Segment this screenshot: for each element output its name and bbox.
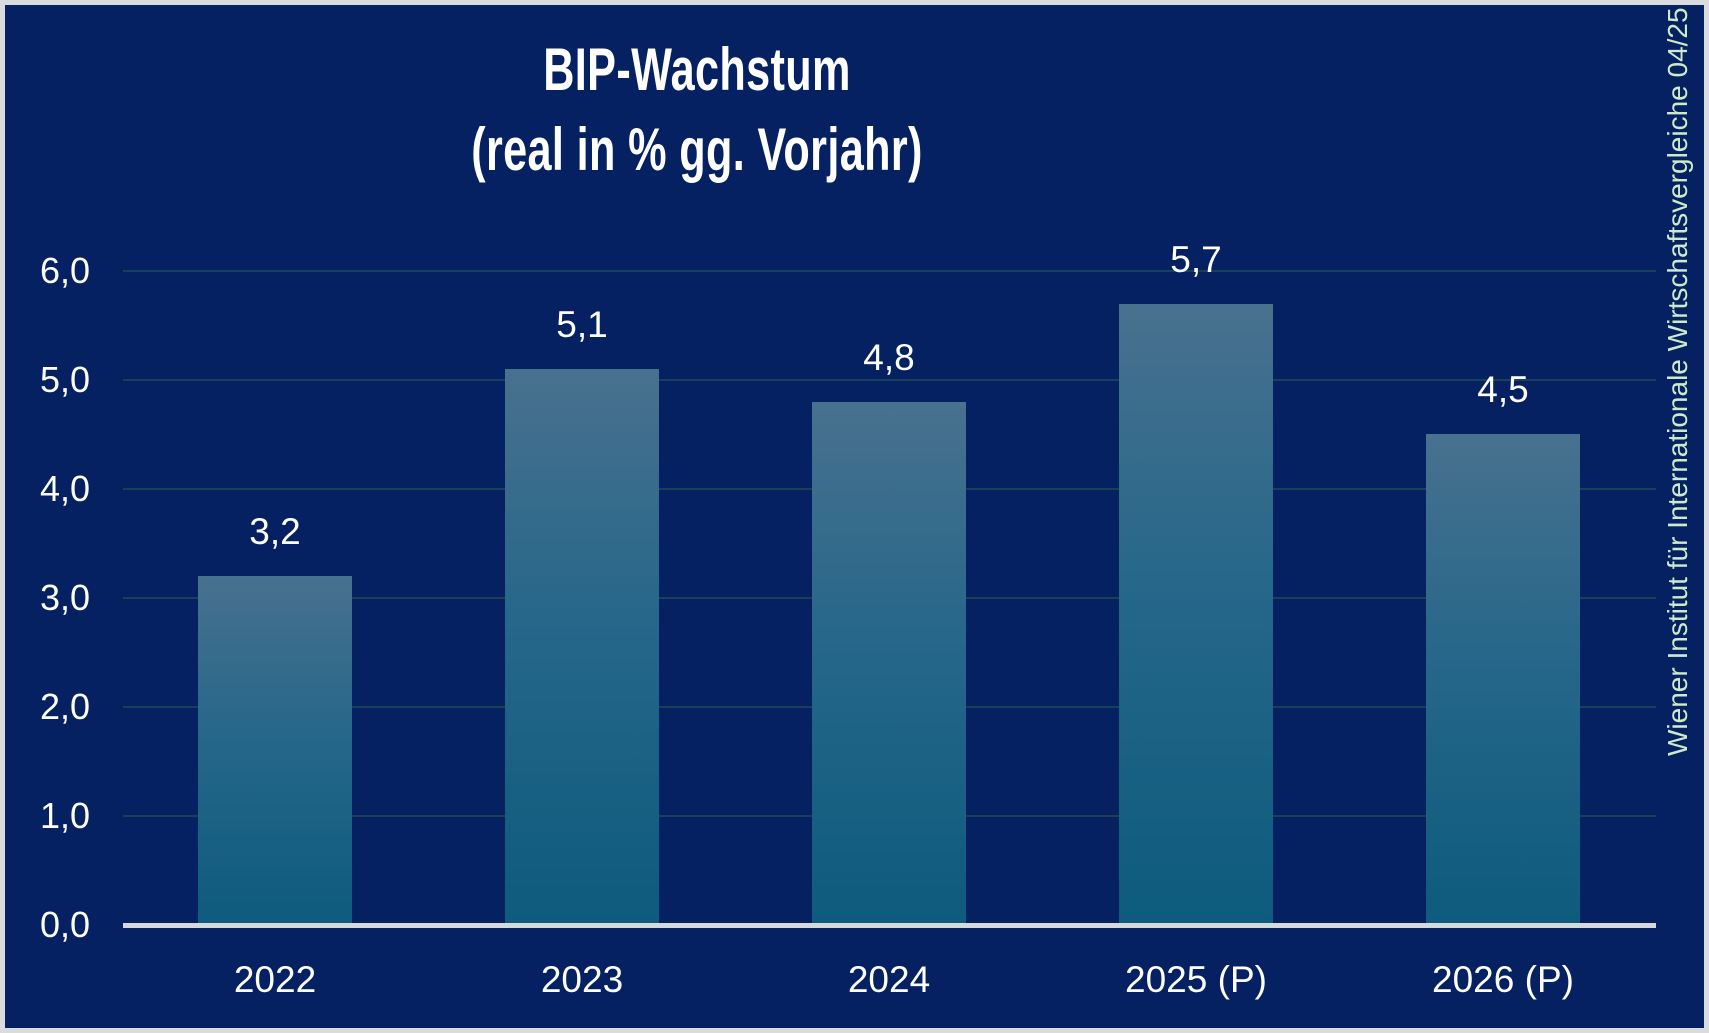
y-tick-label: 5,0 bbox=[39, 359, 90, 400]
y-tick-label: 0,0 bbox=[39, 904, 90, 945]
source-note: Wiener Institut für Internationale Wirts… bbox=[1662, 7, 1693, 756]
bar bbox=[1119, 304, 1273, 925]
bar-value-label: 4,8 bbox=[863, 337, 915, 378]
bar bbox=[198, 576, 352, 925]
bar bbox=[505, 369, 659, 925]
category-label: 2024 bbox=[847, 959, 931, 1000]
y-tick-label: 6,0 bbox=[39, 250, 90, 291]
bar-value-label: 5,7 bbox=[1170, 239, 1222, 280]
chart-title-line-2: (real in % gg. Vorjahr) bbox=[471, 116, 923, 183]
y-tick-label: 3,0 bbox=[39, 577, 90, 618]
bar-value-label: 3,2 bbox=[249, 511, 301, 552]
bar-value-label: 5,1 bbox=[556, 304, 608, 345]
gridline bbox=[123, 379, 1656, 381]
y-tick-label: 4,0 bbox=[39, 468, 90, 509]
gridline bbox=[123, 270, 1656, 272]
category-label: 2022 bbox=[233, 959, 317, 1000]
bar bbox=[1426, 434, 1580, 925]
bar-value-label: 4,5 bbox=[1477, 369, 1529, 410]
bar bbox=[812, 402, 966, 925]
y-tick-label: 2,0 bbox=[39, 686, 90, 727]
category-label: 2023 bbox=[540, 959, 624, 1000]
y-tick-label: 1,0 bbox=[39, 795, 90, 836]
x-axis-line bbox=[123, 923, 1656, 928]
chart-title: BIP-Wachstum (real in % gg. Vorjahr) bbox=[337, 30, 1057, 190]
category-label: 2025 (P) bbox=[1125, 959, 1267, 1000]
category-label: 2026 (P) bbox=[1432, 959, 1574, 1000]
chart-title-line-1: BIP-Wachstum bbox=[543, 36, 851, 103]
